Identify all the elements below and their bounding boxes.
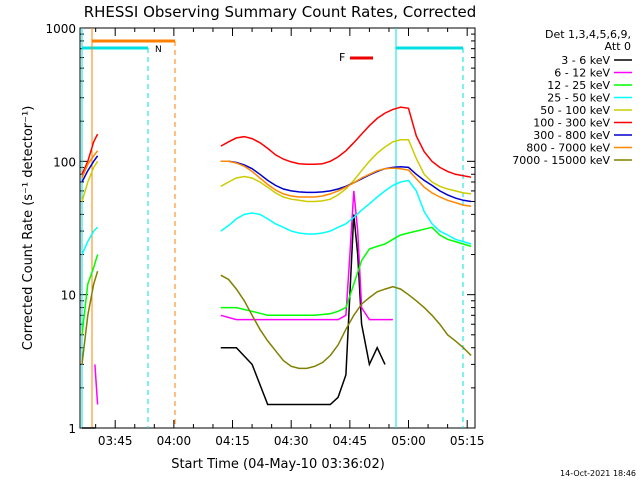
y-tick-label: 10 <box>61 289 76 303</box>
series-line-0 <box>220 214 386 406</box>
series-line-1 <box>94 364 99 405</box>
series-line-7 <box>81 150 99 179</box>
series-line-2 <box>81 254 99 335</box>
flare-label: F <box>339 51 345 64</box>
series-line-2 <box>220 226 472 317</box>
legend-entry-label: 300 - 800 keV <box>533 129 610 142</box>
legend-entry-label: 800 - 7000 keV <box>526 142 610 155</box>
series-line-7 <box>220 160 472 208</box>
series-line-3 <box>220 179 472 245</box>
x-tick-label: 03:45 <box>98 434 133 448</box>
series-line-8 <box>220 274 472 370</box>
series-line-5 <box>81 133 99 175</box>
y-tick-label: 1000 <box>45 22 76 36</box>
legend-entry-label: 12 - 25 keV <box>547 79 610 92</box>
series-line-6 <box>220 160 472 203</box>
y-tick-label: 100 <box>53 155 76 169</box>
legend-entry-label: 3 - 6 keV <box>561 54 610 67</box>
y-tick-label: 1 <box>68 422 76 436</box>
x-tick-label: 04:00 <box>157 434 192 448</box>
legend-entry-label: 100 - 300 keV <box>533 117 610 130</box>
x-tick-label: 05:00 <box>391 434 426 448</box>
series-line-1 <box>220 190 393 321</box>
saa-label: N <box>155 45 162 55</box>
series-line-4 <box>220 139 472 203</box>
plot-frame <box>79 27 476 429</box>
legend-header: Att 0 <box>605 40 631 53</box>
series-lines <box>81 106 472 429</box>
legend-entry-label: 6 - 12 keV <box>554 67 610 80</box>
x-tick-label: 04:15 <box>215 434 250 448</box>
legend-entry-label: 25 - 50 keV <box>547 92 610 105</box>
series-line-8 <box>81 270 99 365</box>
series-line-6 <box>81 155 99 183</box>
series-line-4 <box>81 160 99 202</box>
y-axis-label: Corrected Count Rate (s⁻¹ detector⁻¹) <box>21 106 36 351</box>
series-line-5 <box>220 106 472 178</box>
status-bars: NF <box>81 28 464 428</box>
timestamp-label: 14-Oct-2021 18:46 <box>560 469 636 478</box>
chart-title: RHESSI Observing Summary Count Rates, Co… <box>84 3 477 21</box>
x-axis-ticks: 03:45 04:00 04:15 04:30 04:45 05:00 05:15 <box>95 28 485 448</box>
legend-entry-label: 7000 - 15000 keV <box>512 154 610 167</box>
legend-header: Det 1,3,4,5,6,9, <box>545 28 631 41</box>
legend-entry-label: 50 - 100 keV <box>540 104 610 117</box>
x-axis-label: Start Time (04-May-10 03:36:02) <box>171 457 385 472</box>
x-tick-label: 04:45 <box>333 434 368 448</box>
x-tick-label: 05:15 <box>450 434 485 448</box>
series-line-3 <box>81 226 99 255</box>
y-axis-ticks: 1 10 100 1000 <box>45 22 475 436</box>
x-tick-label: 04:30 <box>274 434 309 448</box>
